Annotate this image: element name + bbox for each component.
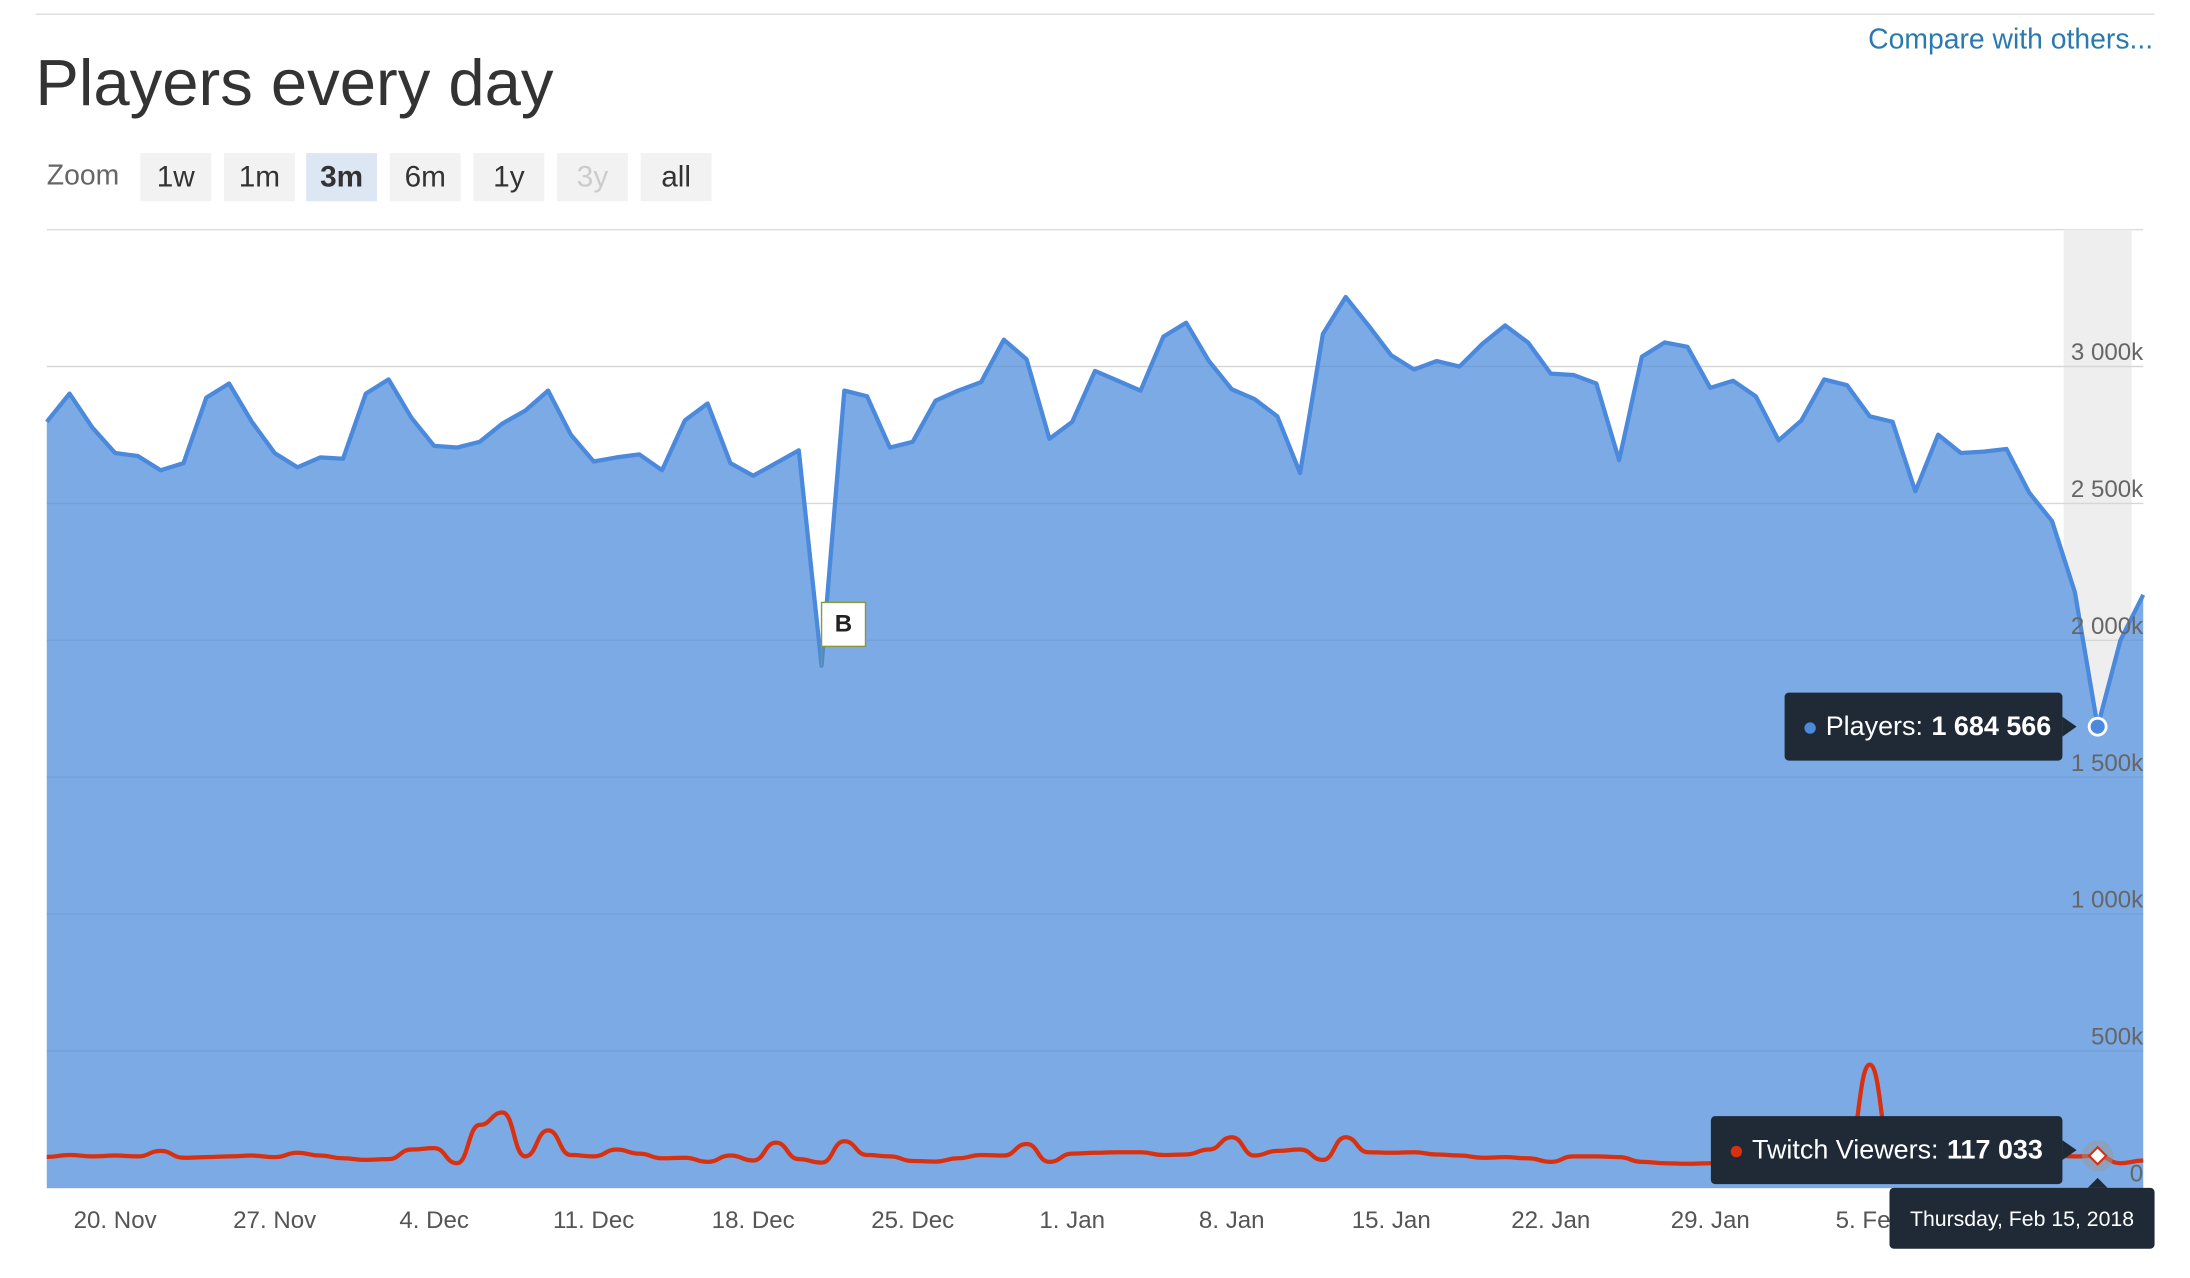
zoom-button-label: 3y (577, 160, 609, 193)
tooltip-label: Twitch Viewers: (1752, 1135, 1939, 1165)
x-tick-label: 25. Dec (871, 1207, 954, 1234)
x-tick-label: 4. Dec (399, 1207, 469, 1234)
zoom-buttons: 1w 1m 3m 6m 1y 3y all (140, 153, 712, 202)
x-tick-label: 8. Jan (1199, 1207, 1265, 1234)
zoom-button-label[interactable]: 3m (320, 160, 363, 193)
tooltip-label: Players: (1826, 711, 1923, 741)
x-tick-label: 15. Jan (1352, 1207, 1431, 1234)
date-label: Thursday, Feb 15, 2018 (1910, 1207, 2134, 1231)
tooltip-bullet (1804, 722, 1816, 734)
x-tick-label: 1. Jan (1039, 1207, 1105, 1234)
tooltip-pointer (2062, 1140, 2077, 1161)
x-tick-label: 27. Nov (233, 1207, 316, 1234)
x-tick-label: 11. Dec (553, 1207, 634, 1234)
x-tick-label: 22. Jan (1511, 1207, 1590, 1234)
zoom-button[interactable] (306, 153, 378, 202)
zoom-button-label[interactable]: 6m (405, 160, 446, 193)
zoom-button-label[interactable]: 1m (239, 160, 280, 193)
x-tick-label: 18. Dec (712, 1207, 795, 1234)
x-tick-label: 20. Nov (74, 1207, 157, 1234)
flag-label: B (835, 610, 852, 637)
tooltip-value: 1 684 566 (1931, 711, 2051, 741)
zoom-button[interactable] (140, 153, 212, 202)
tooltip-box (1710, 1116, 2063, 1185)
zoom-button-label[interactable]: 1w (157, 160, 196, 193)
zoom-button (557, 153, 628, 202)
y-tick-label: 2 000k (2071, 613, 2144, 640)
y-tick-label: 1 500k (2071, 750, 2144, 777)
compare-link[interactable]: Compare with others... (1868, 24, 2153, 56)
date-box (1889, 1187, 2155, 1249)
y-tick-label: 3 000k (2071, 339, 2144, 366)
y-tick-label: 2 500k (2071, 476, 2144, 503)
zoom-button[interactable] (223, 153, 295, 202)
zoom-button-label[interactable]: 1y (493, 160, 525, 193)
tooltip-pointer (2062, 716, 2077, 737)
y-tick-label: 1 000k (2071, 887, 2144, 914)
zoom-button[interactable] (640, 153, 712, 202)
tooltip-text: Twitch Viewers: 117 033 (1752, 1135, 2043, 1165)
zoom-button-label[interactable]: all (661, 160, 691, 193)
flag-box (820, 601, 867, 648)
hover-marker (2087, 716, 2108, 737)
tooltip-value: 117 033 (1947, 1135, 2043, 1165)
zoom-button[interactable] (389, 153, 461, 202)
players-line (45, 294, 2146, 729)
tooltip-box (1784, 692, 2063, 761)
y-tick-label: 0 (2130, 1160, 2143, 1187)
tooltip-text: Players: 1 684 566 (1826, 711, 2052, 741)
hover-marker (2087, 1145, 2108, 1166)
plot: 0 500k 1 000k 1 500k 2 000k 2 500k 3 000k 20. N… (45, 228, 2155, 1249)
y-tick-label: 500k (2091, 1024, 2144, 1051)
page-title: Players every day (35, 46, 554, 119)
date-pointer (2087, 1177, 2108, 1188)
zoom-label: Zoom (47, 160, 119, 192)
players-area (46, 296, 2144, 1188)
zoom-button[interactable] (473, 153, 545, 202)
x-tick-label: 29. Jan (1671, 1207, 1750, 1234)
tooltip-bullet (1730, 1145, 1743, 1158)
